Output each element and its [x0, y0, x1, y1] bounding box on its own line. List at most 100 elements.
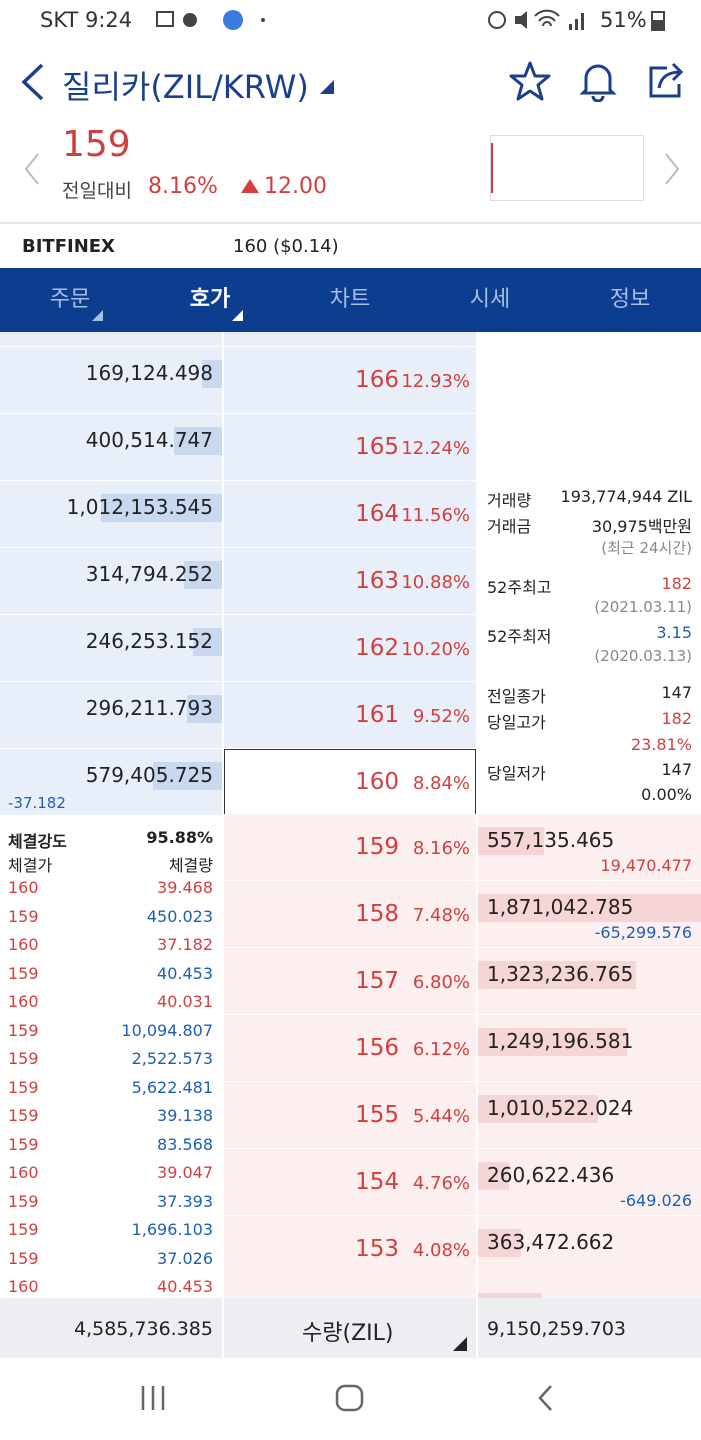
trade-quantity: 40.031 [157, 992, 213, 1011]
info-label: 전일종가 [487, 687, 546, 706]
header-title[interactable]: 질리카(ZIL/KRW) [62, 68, 309, 106]
bid-change: -65,299.576 [594, 923, 692, 942]
info-value: 193,774,944 ZIL [560, 487, 692, 506]
nav-bar [0, 1358, 701, 1440]
ask-rate: 9.52% [412, 706, 470, 727]
ask-quantity: 296,211.793 [85, 696, 213, 720]
bid-price-cell [224, 948, 476, 1014]
unit-selector[interactable]: 수량(ZIL) [302, 1321, 394, 1346]
tab-marker [232, 310, 243, 321]
trade-quantity: 10,094.807 [121, 1020, 213, 1040]
alert-button[interactable] [578, 60, 618, 102]
trade-quantity: 40.453 [157, 1277, 213, 1296]
ask-quantity: 246,253.152 [85, 629, 213, 653]
bid-quantity: 260,622.436 [487, 1163, 615, 1187]
info-value: 30,975백만원 [591, 517, 692, 536]
tab[interactable]: 시세 [469, 287, 511, 312]
status-icons-right [488, 9, 584, 30]
trade-quantity: 39.468 [157, 878, 213, 897]
strength-value: 95.88% [146, 828, 213, 847]
change-amount: 12.00 [264, 174, 327, 199]
bid-price-cell [224, 881, 476, 947]
depth-bar [478, 1162, 510, 1190]
info-value: 147 [661, 760, 692, 779]
bid-rate: 4.76% [412, 1173, 470, 1194]
info-label: 거래금 [487, 517, 532, 536]
info-label: 당일저가 [487, 764, 546, 783]
footer-divider [222, 1298, 224, 1358]
depth-bar [478, 1229, 522, 1257]
bid-price: 159 [355, 834, 399, 860]
tab[interactable]: 주문 [49, 287, 91, 312]
trade-quantity: 39.047 [157, 1163, 213, 1182]
trade-price: 160 [8, 1277, 39, 1296]
ask-row-partial [224, 332, 476, 346]
prev-arrow[interactable] [22, 152, 42, 186]
ask-cell [0, 682, 222, 748]
bid-change: 19,470.477 [600, 856, 692, 875]
trade-price: 160 [8, 935, 39, 954]
trade-quantity: 37.393 [157, 1191, 213, 1211]
divider [0, 222, 701, 224]
up-triangle [241, 179, 259, 193]
trade-quantity: 2,522.573 [131, 1049, 213, 1068]
strength-label: 체결강도 [8, 832, 67, 851]
ask-rate: 10.20% [401, 639, 470, 660]
bid-quantity: 363,472.662 [487, 1230, 615, 1254]
trade-price: 159 [8, 1077, 39, 1097]
trade-price: 159 [8, 1106, 39, 1125]
tab[interactable]: 호가 [189, 287, 231, 312]
next-arrow[interactable] [662, 152, 682, 186]
depth-bar [152, 762, 222, 790]
ask-rate: 12.93% [401, 371, 470, 392]
bid-price-cell [224, 1015, 476, 1081]
bid-quantity: 1,871,042.785 [487, 895, 634, 919]
info-value: 23.81% [630, 735, 692, 754]
depth-bar [478, 961, 636, 989]
ask-price-cell [224, 548, 476, 614]
trade-price: 159 [8, 1134, 39, 1154]
trade-price: 159 [8, 1191, 39, 1211]
ask-price: 165 [355, 434, 399, 460]
bid-price: 156 [355, 1035, 399, 1061]
trade-price: 159 [8, 963, 39, 983]
footer-divider [476, 1298, 478, 1358]
trade-price-header: 체결가 [8, 856, 53, 875]
ask-rate: 8.84% [412, 773, 470, 794]
unit-dropdown[interactable] [452, 1336, 468, 1352]
bid-rate: 8.16% [412, 838, 470, 859]
bid-rate: 6.80% [412, 972, 470, 993]
ask-quantity: 400,514.747 [85, 428, 213, 452]
trade-quantity: 39.138 [157, 1106, 213, 1125]
exchange-name: BITFINEX [22, 236, 115, 257]
trade-price: 160 [8, 992, 39, 1011]
depth-bar [478, 1293, 542, 1298]
info-value: 3.15 [656, 623, 692, 642]
trade-price: 159 [8, 906, 39, 926]
ask-row-partial [0, 332, 222, 346]
share-button[interactable] [645, 60, 687, 102]
depth-bar [478, 1028, 627, 1056]
depth-bar [184, 561, 222, 589]
bid-rate: 4.08% [412, 1240, 470, 1261]
favorite-button[interactable] [508, 60, 552, 102]
ask-price: 164 [355, 501, 399, 527]
ask-rate: 10.88% [401, 572, 470, 593]
title-dropdown[interactable] [318, 78, 336, 96]
depth-bar [478, 1095, 599, 1123]
ask-quantity: 169,124.498 [85, 361, 213, 385]
exchange-price: 160 ($0.14) [233, 236, 339, 257]
ask-price-cell [224, 481, 476, 547]
tab[interactable]: 차트 [329, 287, 371, 312]
trade-quantity: 83.568 [157, 1134, 213, 1154]
tab[interactable]: 정보 [609, 287, 651, 312]
bid-rate: 6.12% [412, 1039, 470, 1060]
info-label: 거래량 [487, 491, 532, 510]
back-button[interactable] [18, 62, 48, 102]
footer [0, 1298, 701, 1358]
trade-price: 159 [8, 1248, 39, 1268]
ask-rate: 12.24% [401, 438, 470, 459]
battery-icon [651, 11, 665, 31]
current-price: 159 [62, 124, 131, 165]
tab-marker [92, 310, 103, 321]
